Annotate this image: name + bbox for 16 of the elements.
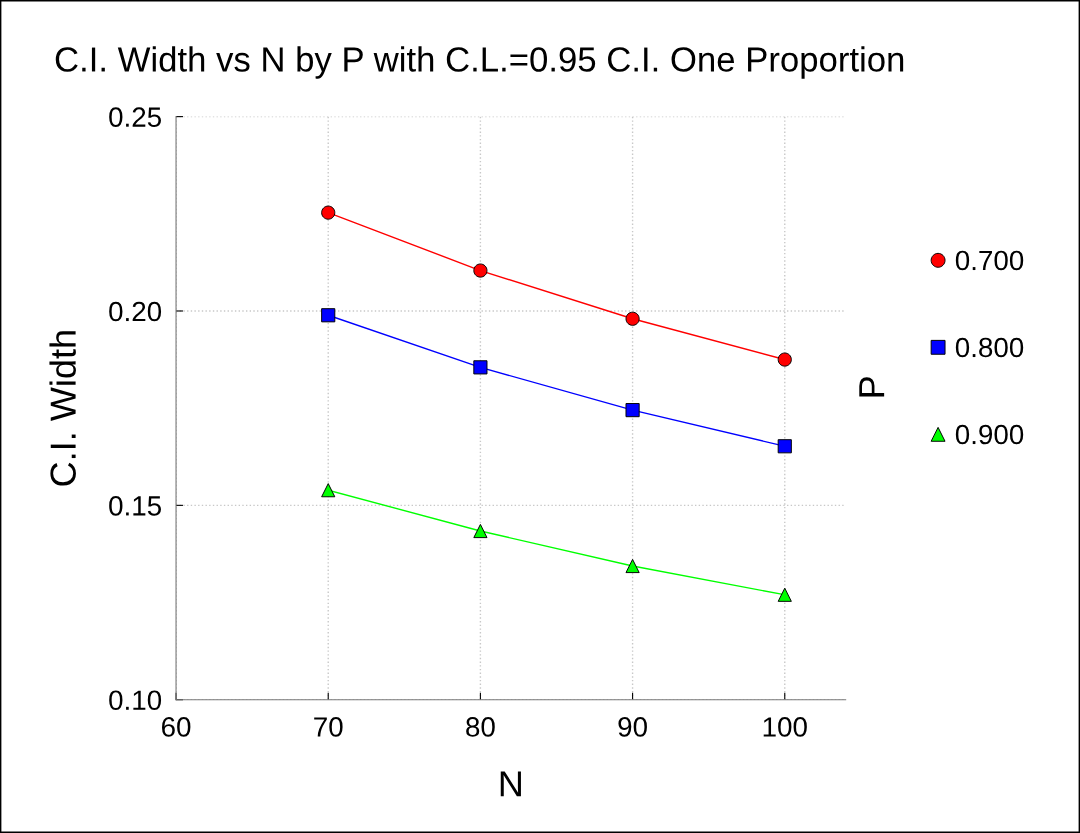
x-tick-label: 70	[314, 717, 343, 737]
x-axis-title: N	[500, 771, 521, 797]
x-tick-label: 60	[162, 717, 191, 737]
x-tick-label: 80	[466, 717, 495, 737]
legend-title: P	[859, 377, 885, 397]
legend-label: 0.900	[955, 424, 1024, 445]
y-tick-label: 0.25	[109, 107, 161, 127]
y-axis-title: C.I. Width	[49, 331, 76, 486]
y-tick-label: 0.20	[109, 301, 162, 322]
legend-label: 0.800	[955, 337, 1024, 358]
legend-label: 0.700	[955, 250, 1024, 271]
y-tick-label: 0.10	[109, 690, 162, 711]
chart-title: C.I. Width vs N by P with C.L.=0.95 C.I. One Proportion	[55, 46, 904, 79]
y-tick-label: 0.15	[109, 496, 161, 516]
x-tick-label: 100	[763, 717, 807, 737]
x-tick-label: 90	[618, 717, 647, 737]
